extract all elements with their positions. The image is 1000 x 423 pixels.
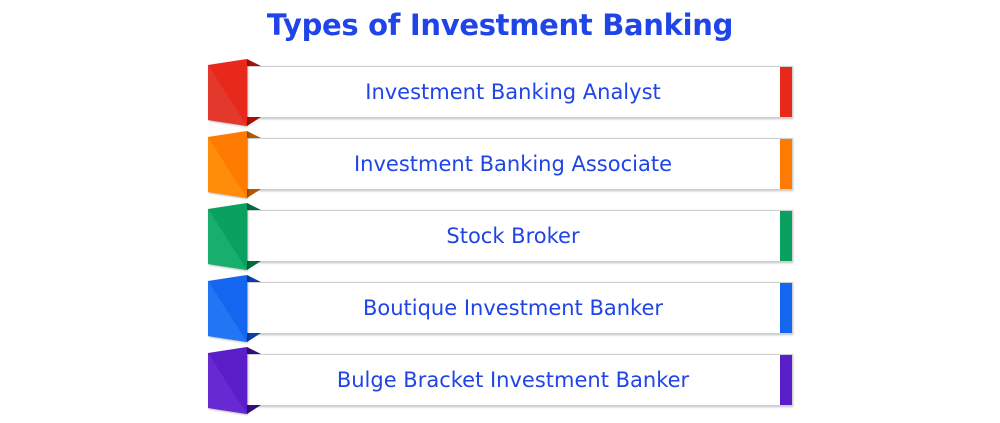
accent-strip [780, 283, 792, 333]
accent-strip [780, 211, 792, 261]
list-item: Investment Banking Associate [205, 131, 805, 203]
list-item: Bulge Bracket Investment Banker [205, 347, 805, 419]
color-tab [208, 275, 261, 342]
item-label: Investment Banking Analyst [365, 80, 661, 104]
item-label: Bulge Bracket Investment Banker [336, 368, 690, 392]
color-tab [208, 203, 261, 270]
accent-strip [780, 139, 792, 189]
color-tab [208, 347, 261, 414]
item-box: Investment Banking Associate [247, 138, 793, 190]
item-box: Boutique Investment Banker [247, 282, 793, 334]
list-item: Investment Banking Analyst [205, 59, 805, 131]
item-box: Investment Banking Analyst [247, 66, 793, 118]
list-item: Stock Broker [205, 203, 805, 275]
item-label: Stock Broker [446, 224, 580, 248]
list-item: Boutique Investment Banker [205, 275, 805, 347]
color-tab [208, 131, 261, 198]
item-box: Stock Broker [247, 210, 793, 262]
item-label: Investment Banking Associate [353, 152, 672, 176]
item-box: Bulge Bracket Investment Banker [247, 354, 793, 406]
color-tab [208, 59, 261, 126]
accent-strip [780, 355, 792, 405]
item-label: Boutique Investment Banker [362, 296, 664, 320]
accent-strip [780, 67, 792, 117]
diagram-title: Types of Investment Banking [266, 8, 734, 42]
